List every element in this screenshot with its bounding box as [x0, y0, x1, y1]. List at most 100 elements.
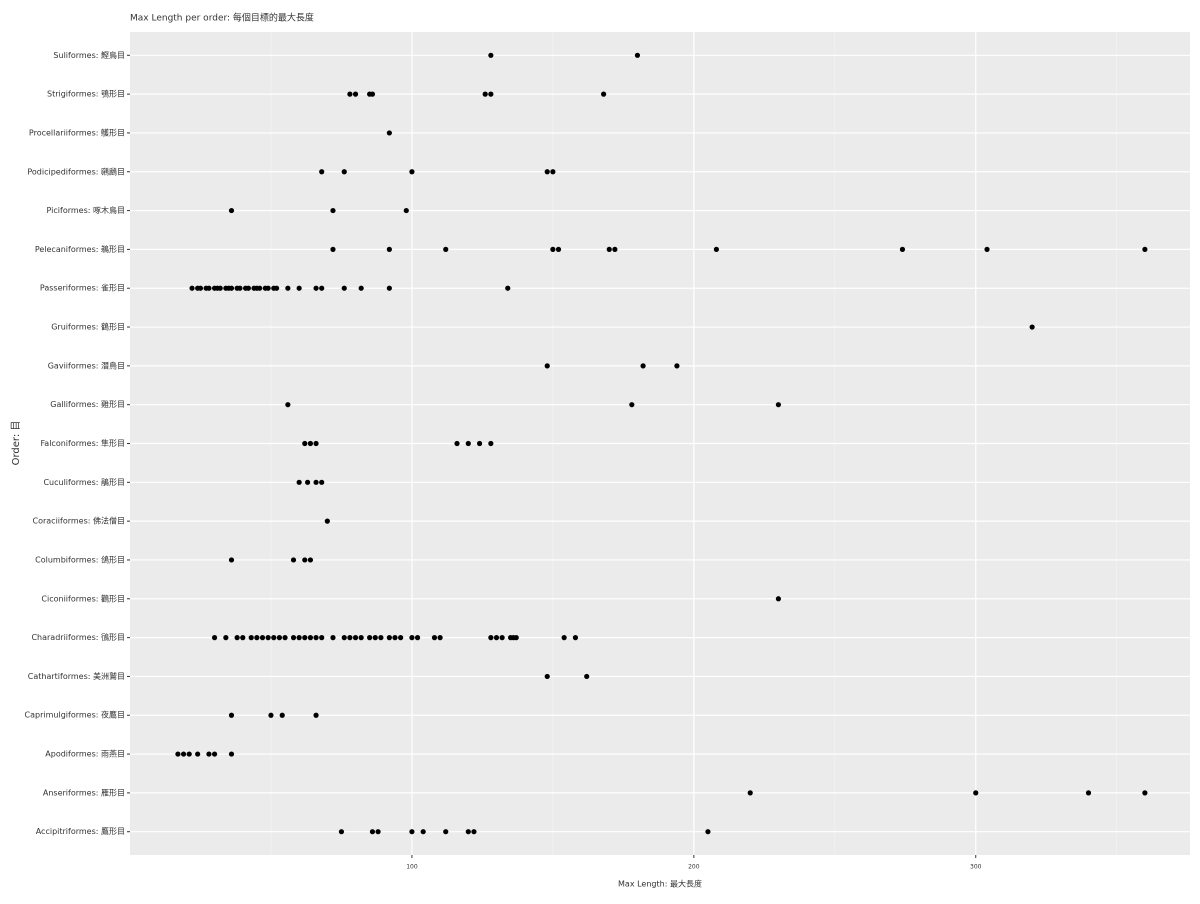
y-tick-label: Cuculiformes: 鵑形目: [43, 477, 125, 487]
y-tick-label: Cathartiformes: 美洲鷲目: [28, 671, 125, 681]
y-tick-label: Gruiformes: 鶴形目: [51, 322, 125, 332]
point: [775, 596, 782, 602]
point: [347, 635, 353, 641]
y-tick-label: Ciconiiformes: 鸛形目: [41, 593, 125, 603]
point: [372, 635, 378, 641]
point: [240, 635, 246, 641]
point: [973, 790, 979, 796]
point: [398, 635, 404, 641]
point: [386, 285, 392, 291]
point: [330, 246, 336, 252]
point: [237, 285, 243, 291]
point: [705, 829, 711, 835]
point: [228, 751, 235, 757]
point: [217, 285, 223, 291]
point: [584, 673, 590, 680]
point: [482, 91, 488, 97]
point: [257, 285, 263, 291]
point: [197, 285, 204, 291]
point: [319, 169, 325, 175]
chart-title: Max Length per order: 每個目標的最大長度: [130, 12, 314, 24]
point: [640, 363, 646, 369]
point: [211, 635, 218, 641]
point: [375, 829, 381, 835]
point: [313, 285, 319, 291]
point: [369, 829, 376, 835]
point: [352, 635, 359, 641]
point: [228, 712, 235, 718]
point: [290, 635, 297, 641]
point: [550, 246, 556, 252]
point: [465, 440, 471, 447]
point: [302, 557, 308, 563]
point: [228, 207, 235, 214]
y-tick-label: Strigiformes: 鴞形目: [47, 89, 125, 99]
point: [234, 635, 240, 641]
point: [302, 440, 308, 447]
point: [369, 91, 376, 97]
point: [228, 557, 235, 563]
y-tick-label: Anseriformes: 雁形目: [43, 788, 125, 797]
point: [1029, 324, 1035, 330]
point: [189, 285, 195, 291]
y-tick-label: Suliformes: 鰹鳥目: [53, 50, 125, 60]
point: [313, 635, 319, 641]
y-tick-label: Falconiformes: 隼形目: [40, 438, 125, 448]
point: [555, 246, 562, 252]
y-tick-label: Podicipediformes: 鸊鷉目: [27, 166, 125, 176]
point: [319, 479, 325, 485]
point: [601, 91, 607, 97]
point: [296, 479, 302, 485]
point: [358, 635, 364, 641]
point: [572, 635, 579, 641]
point: [223, 635, 229, 641]
point: [612, 246, 618, 252]
point: [1085, 790, 1092, 796]
point: [265, 285, 271, 291]
point: [307, 635, 314, 641]
point: [488, 635, 494, 641]
point: [386, 635, 392, 641]
point: [409, 829, 415, 835]
point: [488, 91, 494, 97]
point: [561, 635, 567, 641]
y-tick-label: Coraciiformes: 佛法僧目: [33, 516, 126, 526]
point: [245, 285, 252, 291]
point: [544, 673, 550, 680]
point: [471, 829, 477, 835]
point: [984, 246, 990, 252]
point: [341, 169, 347, 175]
point: [259, 635, 266, 641]
point: [476, 440, 483, 447]
point: [265, 635, 271, 641]
point: [175, 751, 181, 757]
point: [454, 440, 460, 447]
point: [414, 635, 421, 641]
point: [307, 440, 314, 447]
point: [319, 285, 325, 291]
point: [775, 402, 782, 408]
point: [302, 635, 308, 641]
point: [319, 635, 325, 641]
point: [285, 402, 291, 408]
point: [279, 712, 285, 718]
point: [195, 751, 201, 757]
y-axis-label: Order: 目: [11, 421, 22, 466]
y-tick-label: Gaviiformes: 潛鳥目: [48, 360, 125, 370]
point: [386, 246, 392, 252]
point: [634, 52, 641, 58]
x-axis-label: Max Length: 最大長度: [618, 879, 702, 889]
point: [420, 829, 426, 835]
point: [254, 635, 260, 641]
point: [431, 635, 438, 641]
point: [1142, 246, 1148, 252]
point: [330, 207, 336, 214]
point: [296, 285, 302, 291]
point: [268, 712, 274, 718]
point: [341, 285, 347, 291]
x-tick-label: 200: [688, 864, 700, 871]
y-tick-label: Pelecaniformes: 鵜形目: [35, 244, 125, 254]
point: [674, 363, 680, 369]
point: [313, 712, 319, 718]
